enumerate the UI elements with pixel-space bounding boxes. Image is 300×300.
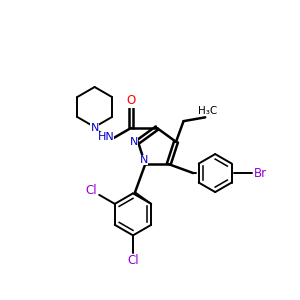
- Text: N: N: [90, 123, 99, 133]
- Text: Cl: Cl: [85, 184, 97, 197]
- Text: N: N: [130, 137, 138, 147]
- Text: Cl: Cl: [127, 254, 139, 267]
- Text: HN: HN: [98, 132, 114, 142]
- Text: Br: Br: [254, 167, 267, 180]
- Text: N: N: [140, 155, 148, 165]
- Text: O: O: [126, 94, 136, 107]
- Text: H₃C: H₃C: [198, 106, 217, 116]
